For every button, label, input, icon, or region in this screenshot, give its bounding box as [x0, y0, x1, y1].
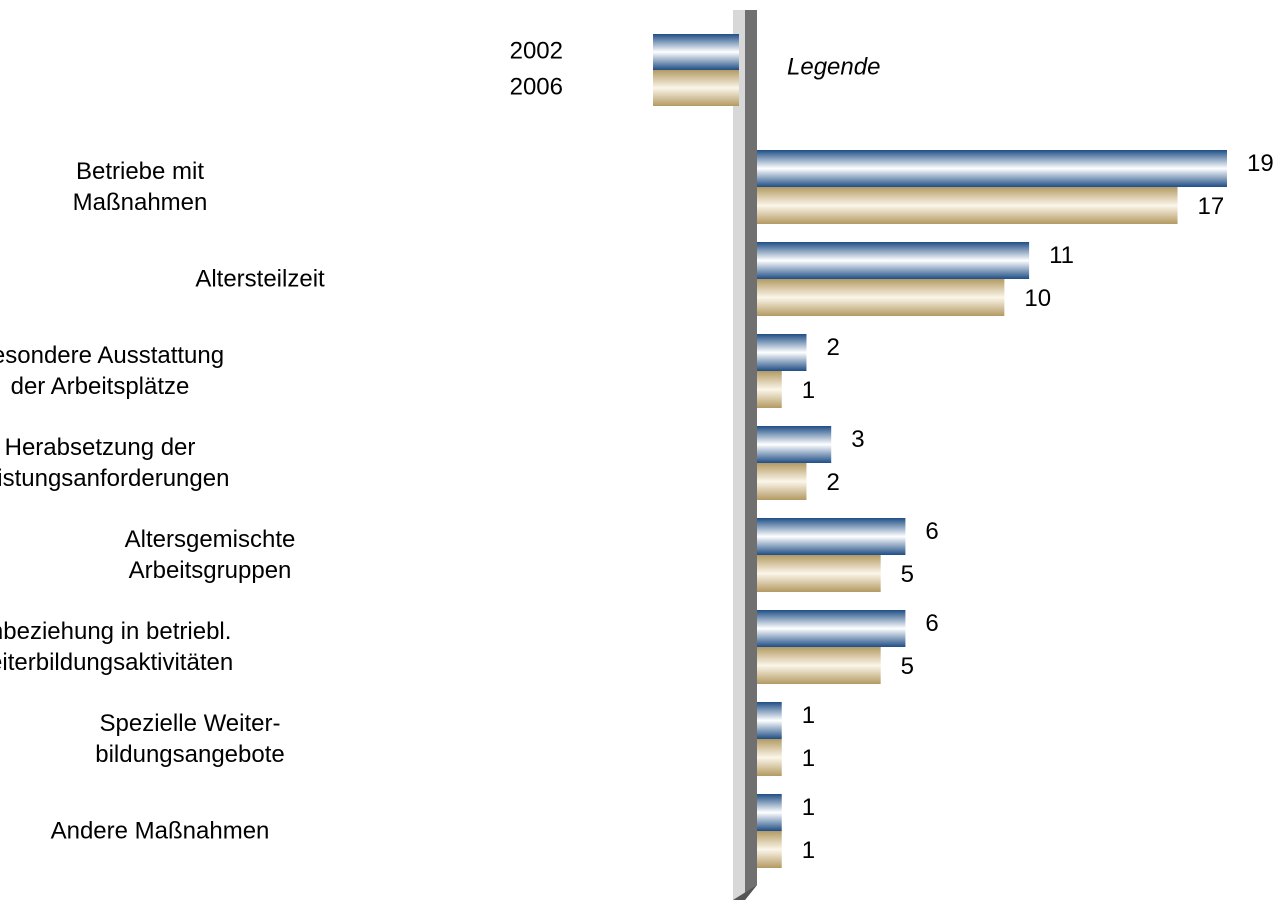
value-label: 6 [925, 610, 938, 637]
legend-swatch [653, 34, 739, 70]
bar [757, 702, 782, 739]
category-label: Altersgemischte Arbeitsgruppen [124, 526, 296, 584]
bar [757, 518, 906, 555]
category-label: Spezielle Weiter- bildungsangebote [95, 710, 285, 768]
category-label: Andere Maßnahmen [50, 817, 270, 845]
category-label: Einbeziehung in betriebl. Weiterbildungs… [0, 618, 234, 676]
bar [757, 831, 782, 868]
bar [757, 794, 782, 831]
axis-wall-side [745, 10, 757, 900]
value-label: 3 [851, 426, 864, 453]
legend-swatch [653, 70, 739, 106]
bar [757, 187, 1178, 224]
value-label: 1 [802, 702, 815, 729]
axis-wall [733, 10, 745, 900]
bar [757, 426, 832, 463]
bar [757, 334, 807, 371]
category-label: Betriebe mit Maßnahmen [72, 158, 208, 216]
bar [757, 150, 1227, 187]
value-label: 5 [901, 653, 914, 680]
bar [757, 555, 881, 592]
value-label: 6 [925, 518, 938, 545]
bar [757, 610, 906, 647]
axis-wall-foot [733, 885, 757, 900]
bar [757, 647, 881, 684]
category-label: Altersteilzeit [195, 265, 325, 293]
value-label: 1 [802, 377, 815, 404]
legend-title: Legende [787, 53, 880, 80]
category-label: Besondere Ausstattung der Arbeitsplätze [0, 342, 225, 400]
value-label: 1 [802, 745, 815, 772]
bar [757, 739, 782, 776]
legend-label: 2006 [510, 73, 563, 100]
value-label: 2 [826, 334, 839, 361]
legend-label: 2002 [510, 37, 563, 64]
value-label: 1 [802, 837, 815, 864]
value-label: 19 [1247, 150, 1274, 177]
bar [757, 371, 782, 408]
value-label: 2 [826, 469, 839, 496]
value-label: 1 [802, 794, 815, 821]
category-label: Herabsetzung der Leistungsanforderungen [0, 434, 230, 492]
value-label: 17 [1198, 193, 1225, 220]
value-label: 10 [1024, 285, 1051, 312]
value-label: 5 [901, 561, 914, 588]
bar [757, 463, 807, 500]
bar [757, 242, 1030, 279]
value-label: 11 [1049, 242, 1074, 269]
bar [757, 279, 1005, 316]
